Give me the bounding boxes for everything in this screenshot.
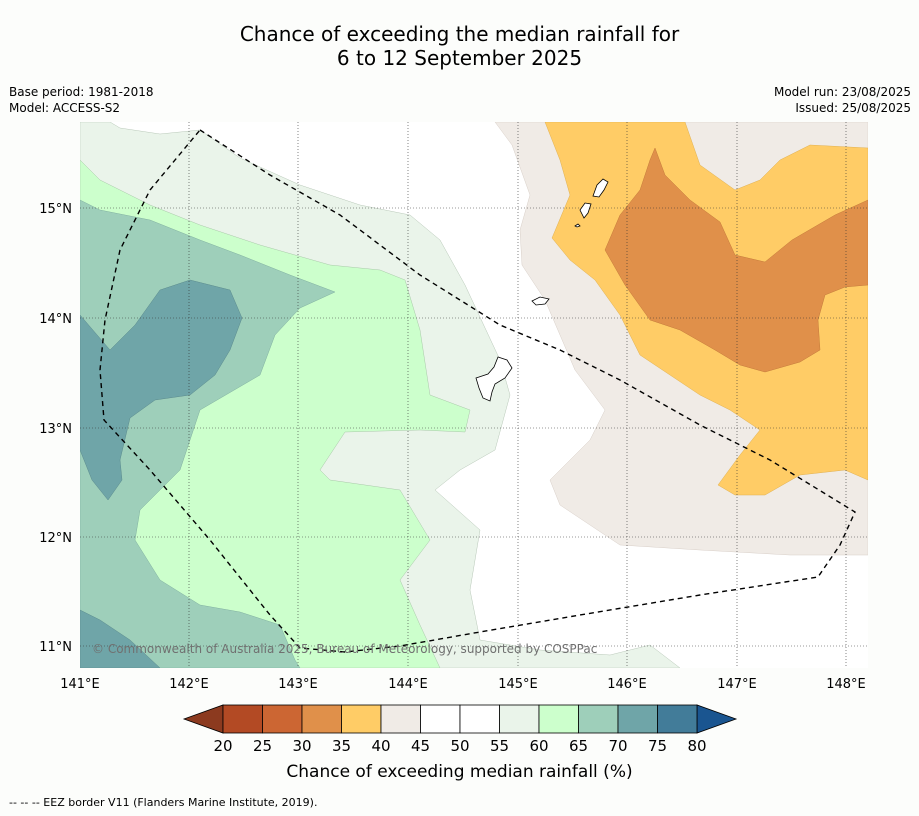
- rainfall-contours: [80, 122, 868, 668]
- chart-title: Chance of exceeding the median rainfall …: [0, 22, 919, 70]
- colorbar-segment: [578, 704, 619, 734]
- colorbar-segment: [617, 704, 658, 734]
- lat-labels: 15°N 14°N 13°N 12°N 11°N: [39, 202, 72, 655]
- colorbar-segment: [262, 704, 303, 734]
- colorbar-segment: [341, 704, 382, 734]
- lon-label: 144°E: [388, 677, 428, 692]
- lat-label: 15°N: [39, 202, 72, 217]
- colorbar-tick-label: 20: [213, 737, 232, 755]
- colorbar-segment: [459, 704, 500, 734]
- colorbar-segment: [380, 704, 421, 734]
- rota-island: [531, 296, 550, 306]
- title-line-1: Chance of exceeding the median rainfall …: [239, 22, 680, 46]
- colorbar-over-triangle: [696, 704, 738, 734]
- contour-35-40: [604, 147, 868, 373]
- colorbar-segment: [499, 704, 540, 734]
- colorbar: 20 25 30 35 40 45 50 55 60 65 70 75 80: [182, 704, 738, 755]
- contour-70-75-south: [80, 609, 161, 668]
- islands: [475, 178, 609, 402]
- colorbar-tick-label: 30: [292, 737, 311, 755]
- model-name: Model: ACCESS-S2: [9, 101, 121, 115]
- colorbar-under-triangle: [182, 704, 224, 734]
- lon-label: 146°E: [607, 677, 647, 692]
- colorbar-tick-label: 55: [490, 737, 509, 755]
- contour-70-75-west: [80, 279, 243, 501]
- eez-legend-note: -- -- -- EEZ border V11 (Flanders Marine…: [9, 796, 318, 809]
- colorbar-segment: [301, 704, 342, 734]
- lat-label: 12°N: [39, 531, 72, 546]
- lon-label: 148°E: [826, 677, 866, 692]
- colorbar-tick-label: 65: [569, 737, 588, 755]
- lon-labels: 141°E 142°E 143°E 144°E 145°E 146°E 147°…: [60, 677, 866, 692]
- lon-label: 142°E: [169, 677, 209, 692]
- colorbar-tick-label: 35: [332, 737, 351, 755]
- meta-left: Base period: 1981-2018 Model: ACCESS-S2: [9, 84, 154, 116]
- colorbar-tick-label: 45: [411, 737, 430, 755]
- guam-island: [475, 356, 513, 402]
- copyright-text: © Commonwealth of Australia 2025, Bureau…: [92, 642, 597, 656]
- colorbar-segment: [222, 704, 263, 734]
- colorbar-segment: [538, 704, 579, 734]
- meta-right: Model run: 23/08/2025 Issued: 25/08/2025: [774, 84, 911, 116]
- colorbar-tick-label: 50: [450, 737, 469, 755]
- saipan-island: [592, 178, 609, 198]
- lon-label: 143°E: [278, 677, 318, 692]
- colorbar-tick-label: 40: [371, 737, 390, 755]
- eez-border: [99, 129, 856, 653]
- colorbar-label: Chance of exceeding median rainfall (%): [286, 762, 633, 782]
- lon-label: 147°E: [717, 677, 757, 692]
- lat-label: 13°N: [39, 422, 72, 437]
- title-line-2: 6 to 12 September 2025: [336, 46, 583, 70]
- graticule: [80, 122, 868, 668]
- colorbar-tick-label: 25: [253, 737, 272, 755]
- lat-label: 11°N: [39, 640, 72, 655]
- aguijan-island: [574, 223, 581, 228]
- model-run: Model run: 23/08/2025: [773, 85, 911, 99]
- issued-date: Issued: 25/08/2025: [795, 101, 911, 115]
- colorbar-segment: [657, 704, 698, 734]
- lon-label: 141°E: [60, 677, 100, 692]
- tinian-island: [579, 202, 592, 219]
- colorbar-tick-label: 75: [648, 737, 667, 755]
- colorbar-segment: [420, 704, 461, 734]
- colorbar-tick-label: 60: [529, 737, 548, 755]
- colorbar-tick-label: 70: [608, 737, 627, 755]
- lat-label: 14°N: [39, 312, 72, 327]
- base-period: Base period: 1981-2018: [9, 85, 154, 99]
- colorbar-tick-label: 80: [687, 737, 706, 755]
- lon-label: 145°E: [498, 677, 538, 692]
